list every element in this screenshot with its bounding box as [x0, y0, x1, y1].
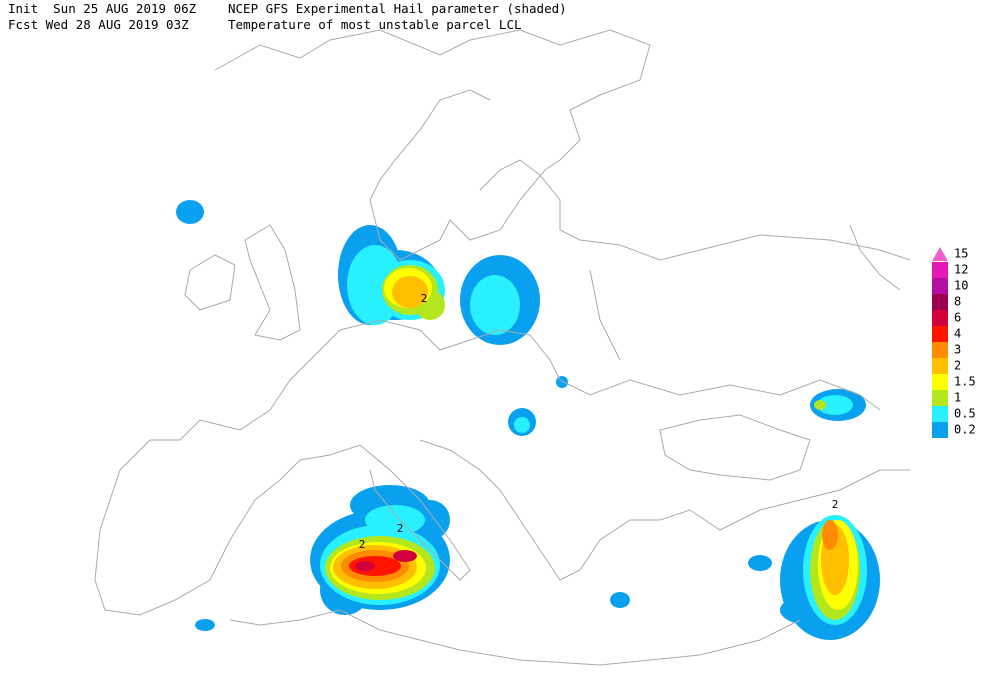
- legend-label: 1: [954, 391, 961, 405]
- init-text: Init Sun 25 AUG 2019 06Z: [8, 1, 197, 16]
- coastline: [94, 329, 471, 616]
- shading: [176, 200, 880, 640]
- legend-swatch: [932, 262, 948, 278]
- hail-area: [470, 275, 520, 335]
- hail-area: [610, 592, 630, 608]
- legend-label: 4: [954, 327, 961, 341]
- hail-area: [814, 400, 826, 410]
- legend-swatch: [932, 358, 948, 374]
- contour-label: 2: [421, 292, 428, 305]
- hail-area: [822, 520, 838, 550]
- legend-swatch: [932, 310, 948, 326]
- contour-label: 2: [832, 498, 839, 511]
- legend-label: 0.5: [954, 407, 976, 421]
- legend-label: 0.2: [954, 423, 976, 437]
- hail-area: [176, 200, 204, 224]
- legend-label: 12: [954, 263, 968, 277]
- hail-area: [393, 550, 417, 562]
- legend-label: 6: [954, 311, 961, 325]
- coastline: [184, 254, 236, 311]
- forecast-text: Fcst Wed 28 AUG 2019 03Z: [8, 17, 189, 32]
- coastline: [339, 319, 881, 411]
- legend-swatch: [932, 422, 948, 438]
- coastline: [229, 609, 801, 666]
- legend-triangle: [932, 247, 948, 261]
- hail-area: [195, 619, 215, 631]
- contour-label: 2: [359, 538, 366, 551]
- hail-area: [365, 505, 425, 535]
- legend-swatch: [932, 390, 948, 406]
- hail-area: [355, 561, 375, 571]
- coastline: [589, 224, 901, 361]
- coastlines: [94, 29, 911, 666]
- coastline: [419, 439, 910, 581]
- coastline: [214, 29, 651, 261]
- coastline: [479, 159, 911, 261]
- hail-area: [556, 376, 568, 388]
- legend-swatch: [932, 294, 948, 310]
- legend-label: 2: [954, 359, 961, 373]
- coastline: [659, 414, 811, 481]
- contour-label: 2: [397, 522, 404, 535]
- legend-swatch: [932, 406, 948, 422]
- legend-swatch: [932, 278, 948, 294]
- legend-swatch: [932, 374, 948, 390]
- legend-label: 8: [954, 295, 961, 309]
- legend-label: 3: [954, 343, 961, 357]
- hail-area: [514, 417, 530, 433]
- legend-label: 10: [954, 279, 968, 293]
- legend-label: 15: [954, 247, 968, 261]
- subtitle: Temperature of most unstable parcel LCL: [228, 17, 522, 32]
- legend-label: 1.5: [954, 375, 976, 389]
- legend-swatch: [932, 326, 948, 342]
- legend: 15 12 10 8 6 4 3 2 1.5 1 0.5 0.2: [932, 247, 976, 438]
- hail-area: [410, 500, 450, 540]
- hail-area: [817, 395, 853, 415]
- hail-area: [748, 555, 772, 571]
- hail-area: [392, 276, 428, 308]
- title: NCEP GFS Experimental Hail parameter (sh…: [228, 1, 567, 16]
- legend-swatch: [932, 342, 948, 358]
- coastline: [244, 224, 301, 341]
- contour-labels: 2 2 2 2: [359, 292, 839, 551]
